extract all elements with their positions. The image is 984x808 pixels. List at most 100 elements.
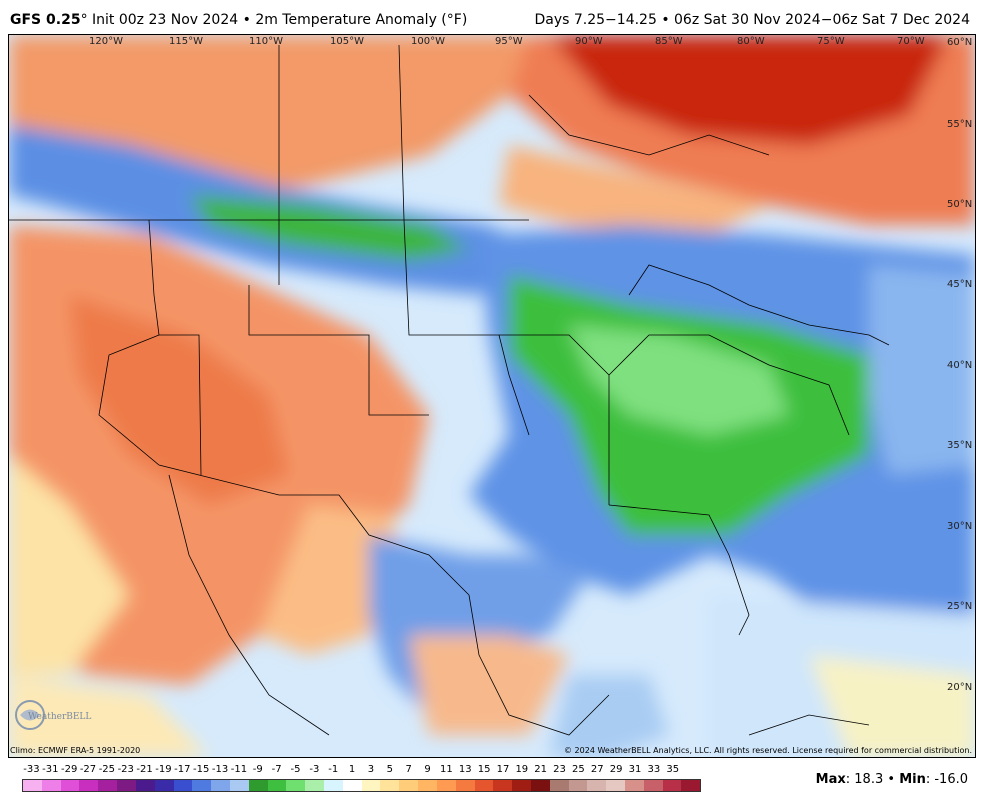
scale-swatch	[211, 780, 230, 791]
scale-tick-label: -1	[328, 764, 339, 775]
max-min-readout: Max: 18.3 • Min: -16.0	[815, 772, 968, 787]
scale-swatch	[79, 780, 99, 791]
scale-tick-label: -23	[117, 764, 134, 775]
scale-swatch	[267, 780, 287, 791]
scale-swatch	[324, 780, 343, 791]
scale-swatch	[436, 780, 456, 791]
scale-swatch	[192, 780, 212, 791]
scale-tick-label: -15	[193, 764, 210, 775]
max-value: 18.3	[854, 772, 884, 787]
scale-tick-label: 17	[496, 764, 510, 775]
svg-text:40°N: 40°N	[947, 360, 972, 371]
map-panel: 60°N 55°N 50°N 45°N 40°N 35°N 30°N 25°N …	[8, 34, 976, 758]
weatherbell-logo: WeatherBELL	[14, 698, 104, 736]
scale-tick-label: -19	[155, 764, 172, 775]
svg-text:WeatherBELL: WeatherBELL	[28, 712, 91, 722]
boundary-lines	[9, 44, 890, 736]
svg-text:105°W: 105°W	[330, 36, 364, 47]
scale-swatch	[418, 780, 437, 791]
scale-tick-label: -3	[309, 764, 320, 775]
svg-text:20°N: 20°N	[947, 682, 972, 693]
scale-tick-label: 27	[590, 764, 604, 775]
scale-swatch	[568, 780, 588, 791]
scale-tick-label: 15	[477, 764, 491, 775]
scale-tick-label: -11	[230, 764, 248, 775]
scale-tick-label: 35	[666, 764, 680, 775]
scale-tick-labels: -33 -31 -29 -27 -25 -23 -21 -19 -17 -15 -13 -11 -9 -7…	[10, 764, 710, 778]
color-scale-bar	[22, 779, 701, 792]
scale-tick-label: -31	[42, 764, 59, 775]
scale-swatch	[154, 780, 174, 791]
scale-swatch	[229, 780, 249, 791]
svg-text:95°W: 95°W	[495, 36, 523, 47]
scale-swatch	[248, 780, 268, 791]
scale-swatch	[606, 780, 625, 791]
scale-swatch	[380, 780, 400, 791]
scale-tick-label: -17	[174, 764, 191, 775]
svg-text:75°W: 75°W	[817, 36, 845, 47]
svg-text:110°W: 110°W	[249, 36, 283, 47]
scale-tick-label: 19	[515, 764, 529, 775]
scale-swatch	[23, 780, 42, 791]
scale-tick-label: 25	[572, 764, 585, 775]
scale-swatch	[549, 780, 569, 791]
scale-tick-label: 21	[534, 764, 548, 775]
scale-swatch	[173, 780, 193, 791]
scale-swatch	[135, 780, 155, 791]
anomaly-map: 60°N 55°N 50°N 45°N 40°N 35°N 30°N 25°N …	[9, 35, 975, 757]
scale-tick-label: 11	[440, 764, 453, 775]
svg-text:90°W: 90°W	[575, 36, 603, 47]
climo-credit: Climo: ECMWF ERA-5 1991-2020	[10, 746, 141, 755]
scale-tick-label: -27	[79, 764, 97, 775]
scale-tick-label: -21	[136, 764, 153, 775]
scale-swatch	[98, 780, 118, 791]
svg-text:30°N: 30°N	[947, 521, 972, 532]
scale-swatch	[530, 780, 550, 791]
scale-swatch	[342, 780, 362, 791]
scale-swatch	[493, 780, 513, 791]
scale-tick-label: 13	[458, 764, 472, 775]
svg-text:70°W: 70°W	[897, 36, 925, 47]
scale-tick-label: 9	[424, 764, 431, 775]
svg-text:115°W: 115°W	[169, 36, 203, 47]
svg-text:45°N: 45°N	[947, 279, 972, 290]
scale-swatch	[455, 780, 475, 791]
scale-tick-label: -5	[290, 764, 301, 775]
svg-text:60°N: 60°N	[947, 37, 972, 48]
init-time: Init 00z 23 Nov 2024	[92, 12, 239, 28]
scale-tick-label: 29	[609, 764, 623, 775]
scale-tick-label: -25	[98, 764, 116, 775]
scale-swatch	[587, 780, 607, 791]
scale-swatch	[474, 780, 494, 791]
scale-swatch	[399, 780, 419, 791]
svg-text:85°W: 85°W	[655, 36, 683, 47]
scale-swatch	[681, 780, 701, 791]
scale-swatch	[286, 780, 306, 791]
scale-tick-label: -13	[211, 764, 229, 775]
scale-swatch	[117, 780, 136, 791]
longitude-labels: 120°W 115°W 110°W 105°W 100°W 95°W 90°W …	[89, 36, 925, 47]
scale-swatch	[643, 780, 663, 791]
min-value: -16.0	[934, 772, 968, 787]
scale-tick-label: 5	[386, 764, 393, 775]
svg-text:120°W: 120°W	[89, 36, 123, 47]
scale-swatch	[662, 780, 682, 791]
map-title: GFS 0.25° Init 00z 23 Nov 2024 • 2m Temp…	[10, 12, 468, 28]
scale-swatch	[60, 780, 80, 791]
svg-text:80°W: 80°W	[737, 36, 765, 47]
scale-tick-label: 33	[647, 764, 661, 775]
anomaly-field	[9, 35, 975, 757]
svg-text:55°N: 55°N	[947, 119, 972, 130]
valid-range: Days 7.25−14.25 • 06z Sat 30 Nov 2024−06…	[534, 12, 971, 28]
scale-swatch	[41, 780, 61, 791]
scale-tick-label: -9	[252, 764, 263, 775]
scale-swatch	[361, 780, 381, 791]
scale-tick-label: 7	[405, 764, 412, 775]
scale-swatch	[625, 780, 644, 791]
scale-tick-label: -33	[23, 764, 40, 775]
scale-tick-label: 1	[348, 764, 356, 775]
scale-swatch	[512, 780, 531, 791]
scale-swatch	[305, 780, 324, 791]
field-name: 2m Temperature Anomaly (°F)	[255, 12, 468, 28]
svg-text:35°N: 35°N	[947, 440, 972, 451]
